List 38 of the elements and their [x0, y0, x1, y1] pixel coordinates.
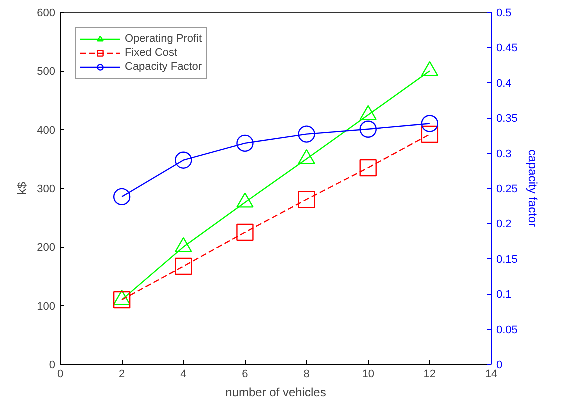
y2-tick-label: 0.25: [496, 184, 518, 196]
point: [236, 134, 254, 152]
y-tick-label: 100: [37, 300, 56, 313]
x-tick-label: 2: [119, 368, 126, 380]
y-axis-title: k$: [15, 182, 30, 195]
y-tick-label: 600: [37, 8, 56, 20]
y2-tick-label: 0.4: [496, 78, 512, 90]
legend-label: Operating Profit: [125, 32, 202, 46]
x-tick-label: 6: [242, 368, 248, 380]
point: [421, 115, 439, 132]
point: [175, 152, 192, 169]
y2-tick-label: 0.05: [496, 324, 518, 336]
x-tick-label: 4: [180, 368, 187, 380]
y2-tick-label: 0.1: [496, 289, 512, 302]
y2-tick-label: 0.2: [496, 218, 512, 231]
y-tick-label: 300: [37, 184, 56, 196]
y2-tick-label: 0: [496, 360, 503, 372]
y-tick-label: 0: [49, 360, 56, 372]
point: [113, 188, 131, 206]
x-tick-label: 10: [362, 368, 374, 380]
y2-tick-label: 0.3: [496, 148, 512, 160]
legend-label: Fixed Cost: [125, 46, 178, 60]
legend-label: Capacity Factor: [125, 60, 202, 74]
point: [298, 126, 316, 143]
y-tick-label: 400: [37, 124, 56, 137]
y2-axis-title: capacity factor: [526, 150, 540, 228]
x-tick-label: 12: [424, 368, 436, 380]
y2-tick-label: 0.5: [496, 8, 512, 20]
y-tick-label: 500: [37, 66, 56, 78]
y2-tick-label: 0.35: [496, 113, 518, 126]
y2-tick-label: 0.45: [496, 42, 518, 55]
y-tick-label: 200: [37, 242, 56, 254]
x-tick-label: 14: [485, 368, 498, 380]
point: [360, 120, 377, 138]
y2-tick-label: 0.15: [496, 254, 518, 266]
x-tick-label: 0: [57, 368, 64, 380]
x-axis-title: number of vehicles: [226, 386, 326, 400]
x-tick-label: 8: [304, 368, 310, 380]
